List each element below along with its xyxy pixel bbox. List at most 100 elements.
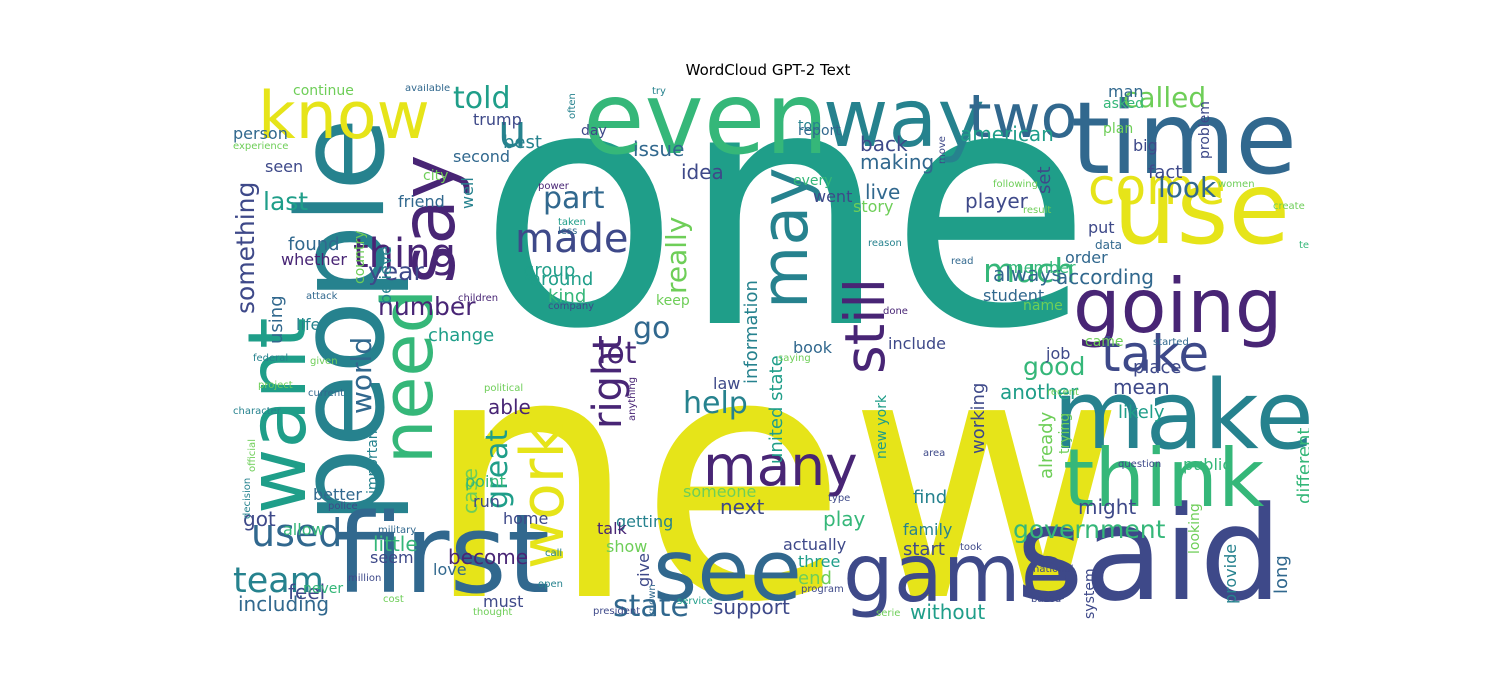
- word-cloud-term: never: [303, 581, 344, 597]
- word-cloud-term: know: [258, 84, 430, 154]
- word-cloud-term: based: [1031, 594, 1062, 605]
- word-cloud-term: friend: [398, 192, 445, 211]
- word-cloud-term: play: [823, 507, 866, 531]
- word-cloud-term: end: [798, 568, 832, 589]
- word-cloud-term: president: [593, 606, 641, 617]
- word-cloud-term: move: [937, 136, 948, 164]
- word-cloud-term: program: [801, 584, 844, 595]
- word-cloud-term: asked: [1103, 96, 1144, 112]
- word-cloud-term: power: [538, 181, 569, 192]
- word-cloud-term: national: [1033, 564, 1074, 575]
- word-cloud-term: area: [923, 448, 946, 459]
- word-cloud-term: man: [1108, 84, 1144, 101]
- word-cloud-term: going: [1073, 262, 1283, 350]
- word-cloud-term: likely: [1118, 402, 1165, 423]
- word-cloud-term: part: [543, 181, 605, 216]
- word-cloud-term: took: [960, 542, 982, 553]
- word-cloud-term: top: [798, 118, 821, 134]
- word-cloud-term: member: [1008, 258, 1076, 277]
- word-cloud-term: recent: [1047, 387, 1079, 398]
- word-cloud-term: group: [523, 260, 576, 281]
- word-cloud-term: american: [960, 122, 1054, 146]
- word-cloud-term: better: [313, 485, 362, 504]
- word-cloud-term: trump: [473, 110, 522, 129]
- word-cloud-term: long: [1271, 555, 1292, 594]
- word-cloud-term: make: [1053, 361, 1309, 471]
- word-cloud-term: less: [558, 226, 578, 237]
- word-cloud-term: said: [1016, 478, 1283, 622]
- word-cloud-term: saying: [778, 353, 811, 364]
- word-cloud-term: talk: [597, 519, 627, 538]
- word-cloud-term: place: [1133, 357, 1182, 378]
- word-cloud-term: getting: [616, 512, 674, 531]
- word-cloud-term: able: [488, 395, 531, 419]
- word-cloud-term: new: [423, 281, 1126, 622]
- word-cloud-term: women: [1218, 179, 1255, 190]
- word-cloud-term: seem: [370, 548, 414, 567]
- word-cloud-term: set: [1034, 166, 1055, 194]
- word-cloud-term: started: [1153, 337, 1189, 348]
- word-cloud-term: little: [373, 532, 418, 556]
- word-cloud-term: back: [860, 132, 908, 156]
- word-cloud-term: even: [583, 84, 829, 177]
- word-cloud-term: issue: [633, 137, 685, 161]
- word-cloud-term: put: [1088, 218, 1115, 237]
- word-cloud-term: company: [548, 301, 595, 312]
- word-cloud-term: family: [903, 520, 953, 539]
- word-cloud-term: game: [843, 527, 1070, 620]
- word-cloud-term: someone: [683, 482, 757, 501]
- word-cloud-term: data: [1095, 238, 1123, 252]
- word-cloud-term: try: [652, 86, 666, 97]
- word-cloud-term: given: [310, 356, 338, 367]
- word-cloud-term: using: [266, 295, 287, 344]
- word-cloud-term: read: [951, 256, 974, 267]
- word-cloud-term: federal: [253, 353, 289, 364]
- word-cloud-term: find: [913, 487, 948, 508]
- word-cloud-term: much: [983, 251, 1076, 290]
- word-cloud-term: problem: [1197, 101, 1213, 159]
- word-cloud-term: thought: [473, 607, 513, 618]
- word-cloud-term: report: [798, 123, 841, 139]
- word-cloud-term: open: [538, 579, 563, 590]
- word-cloud-term: told: [453, 84, 511, 116]
- word-cloud-term: fact: [1148, 162, 1183, 183]
- word-cloud-term: give: [634, 553, 653, 587]
- word-cloud-term: anything: [627, 376, 638, 421]
- word-cloud-term: big: [1133, 136, 1158, 155]
- word-cloud-term: available: [405, 84, 451, 94]
- word-cloud-term: million: [348, 573, 382, 584]
- word-cloud-term: change: [428, 325, 495, 346]
- word-cloud-term: actually: [783, 535, 847, 554]
- word-cloud-term: three: [798, 552, 841, 571]
- word-cloud-term: looking: [1187, 503, 1203, 554]
- word-cloud-term: following: [993, 179, 1038, 190]
- word-cloud-term: support: [713, 595, 790, 619]
- word-cloud-term: something: [233, 181, 260, 314]
- word-cloud-term: done: [883, 306, 908, 317]
- word-cloud-term: important: [365, 424, 381, 494]
- word-cloud-term: see: [653, 522, 802, 621]
- word-cloud-term: reason: [868, 238, 902, 249]
- word-cloud-term: take: [1101, 325, 1210, 383]
- word-cloud-term: lot: [598, 336, 637, 371]
- word-cloud-term: information: [741, 280, 762, 384]
- word-cloud-term: thing: [353, 231, 456, 277]
- word-cloud-term: city: [423, 168, 449, 184]
- figure-title: WordCloud GPT-2 Text: [685, 61, 851, 79]
- word-cloud-term: military: [378, 525, 417, 536]
- word-cloud-term: plan: [1103, 121, 1134, 137]
- word-cloud-term: public: [1183, 455, 1232, 474]
- word-cloud-term: believe: [376, 245, 395, 304]
- word-cloud-term: without: [910, 600, 986, 622]
- word-cloud-term: cost: [383, 594, 404, 605]
- word-cloud-term: keep: [656, 293, 690, 309]
- word-cloud-term: show: [606, 537, 648, 556]
- word-cloud-term: question: [1118, 459, 1162, 470]
- word-cloud-term: include: [888, 334, 946, 353]
- word-cloud-term: first: [335, 490, 550, 618]
- word-cloud-term: service: [677, 596, 713, 607]
- word-cloud-term: made: [515, 216, 629, 262]
- word-cloud-term: go: [633, 311, 671, 346]
- word-cloud-term: current: [308, 388, 345, 399]
- word-cloud-term: story: [853, 197, 894, 216]
